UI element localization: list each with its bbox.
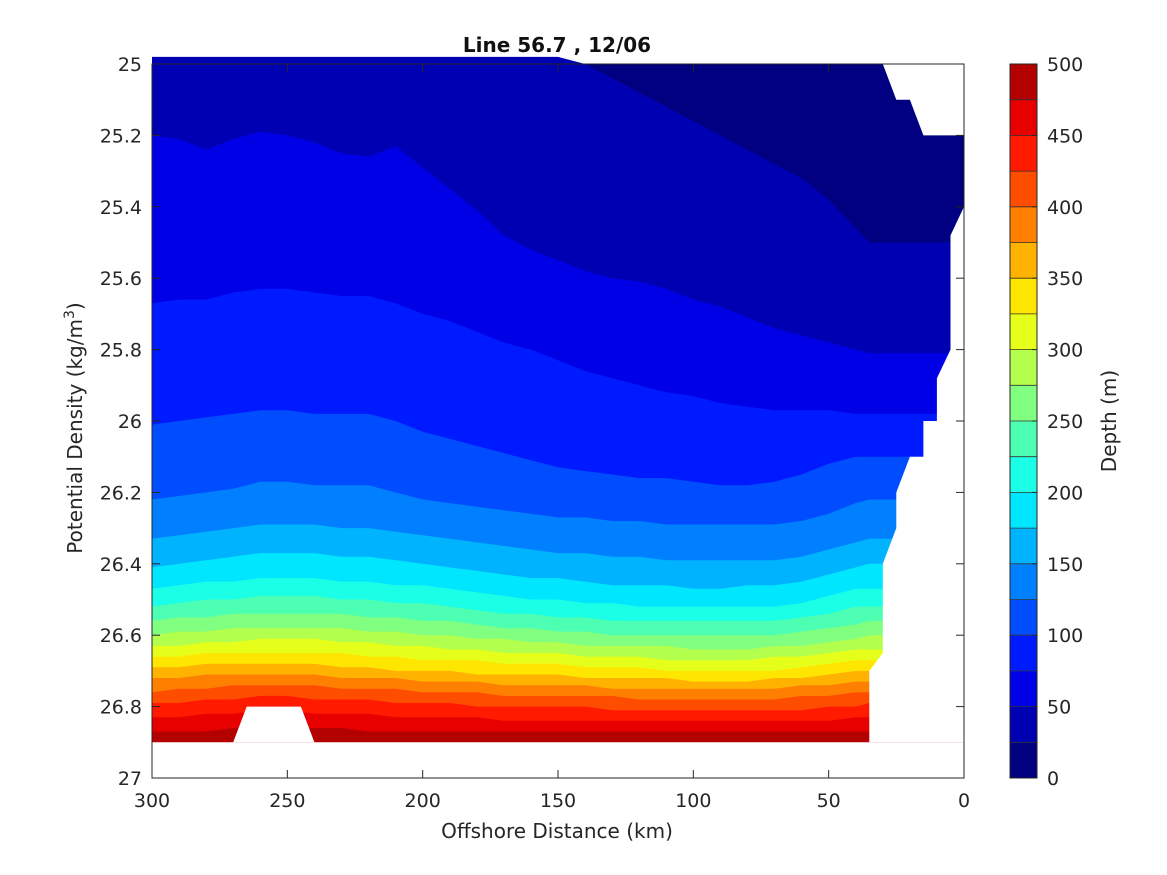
colorbar-swatch-10: [1010, 385, 1037, 422]
colorbar-swatch-7: [1010, 492, 1037, 529]
colorbar-tick-label: 300: [1047, 340, 1083, 362]
x-tick-label: 100: [675, 790, 711, 812]
colorbar-swatch-16: [1010, 171, 1037, 208]
colorbar-tick-label: 200: [1047, 482, 1083, 504]
no-data-region-2: [152, 742, 964, 778]
no-data-region-0: [882, 64, 964, 136]
no-data-region-3: [233, 706, 315, 743]
colorbar-tick-label: 250: [1047, 411, 1083, 433]
colorbar-swatch-1: [1010, 706, 1037, 743]
x-tick-label: 300: [134, 790, 170, 812]
colorbar-tick-label: 50: [1047, 697, 1071, 719]
colorbar-tick-label: 0: [1047, 768, 1059, 790]
y-tick-label: 25.6: [100, 268, 142, 290]
y-tick-label: 27: [118, 768, 142, 790]
y-axis-label: Potential Density (kg/m3): [62, 302, 87, 553]
y-tick-label: 25.8: [100, 340, 142, 362]
y-tick-label: 26: [118, 411, 142, 433]
colorbar-swatch-18: [1010, 99, 1037, 136]
colorbar-swatch-2: [1010, 670, 1037, 708]
colorbar-swatch-15: [1010, 206, 1037, 243]
colorbar-swatch-14: [1010, 242, 1037, 279]
colorbar-swatch-12: [1010, 313, 1037, 351]
colorbar-tick-label: 500: [1047, 54, 1083, 76]
y-tick-label: 25.2: [100, 125, 142, 147]
plot-area: [151, 56, 965, 779]
y-axis-label-superscript: 3: [62, 310, 78, 319]
x-tick-label: 50: [817, 790, 841, 812]
colorbar-swatch-19: [1010, 64, 1037, 101]
colorbar-tick-label: 150: [1047, 554, 1083, 576]
y-tick-label: 25: [118, 54, 142, 76]
colorbar-swatch-3: [1010, 635, 1037, 672]
colorbar-tick-label: 400: [1047, 197, 1083, 219]
colorbar-tick-label: 450: [1047, 125, 1083, 147]
y-tick-label: 25.4: [100, 197, 142, 219]
x-tick-label: 150: [540, 790, 576, 812]
y-tick-label: 26.6: [100, 625, 142, 647]
colorbar-swatch-11: [1010, 349, 1037, 386]
colorbar-label: Depth (m): [1097, 370, 1121, 472]
y-axis-label-main: Potential Density (kg/m: [63, 319, 87, 554]
y-tick-label: 26.4: [100, 554, 142, 576]
colorbar-tick-label: 100: [1047, 625, 1083, 647]
y-tick-label: 26.2: [100, 482, 142, 504]
no-data-region-1: [869, 206, 964, 743]
colorbar-swatch-9: [1010, 421, 1037, 458]
colorbar-swatch-4: [1010, 599, 1037, 636]
y-tick-label: 26.8: [100, 697, 142, 719]
colorbar-swatch-6: [1010, 528, 1037, 565]
x-tick-label: 250: [269, 790, 305, 812]
y-axis: 25 25.2 25.4 25.6 25.8 26 26.2 26.4 26.6 26.8 27: [100, 54, 964, 790]
x-axis-label: Offshore Distance (km): [441, 819, 673, 843]
y-axis-label-close: ): [63, 302, 87, 310]
x-axis: 300 250 200 150 100 50 0: [134, 64, 970, 812]
colorbar-tick-label: 350: [1047, 268, 1083, 290]
colorbar-swatch-0: [1010, 742, 1037, 779]
colorbar-swatch-8: [1010, 456, 1037, 493]
colorbar-swatch-5: [1010, 563, 1037, 600]
colorbar-swatch-17: [1010, 135, 1037, 172]
colorbar-swatch-13: [1010, 278, 1037, 315]
x-tick-label: 0: [958, 790, 970, 812]
x-tick-label: 200: [405, 790, 441, 812]
chart-title: Line 56.7 , 12/06: [463, 33, 651, 57]
